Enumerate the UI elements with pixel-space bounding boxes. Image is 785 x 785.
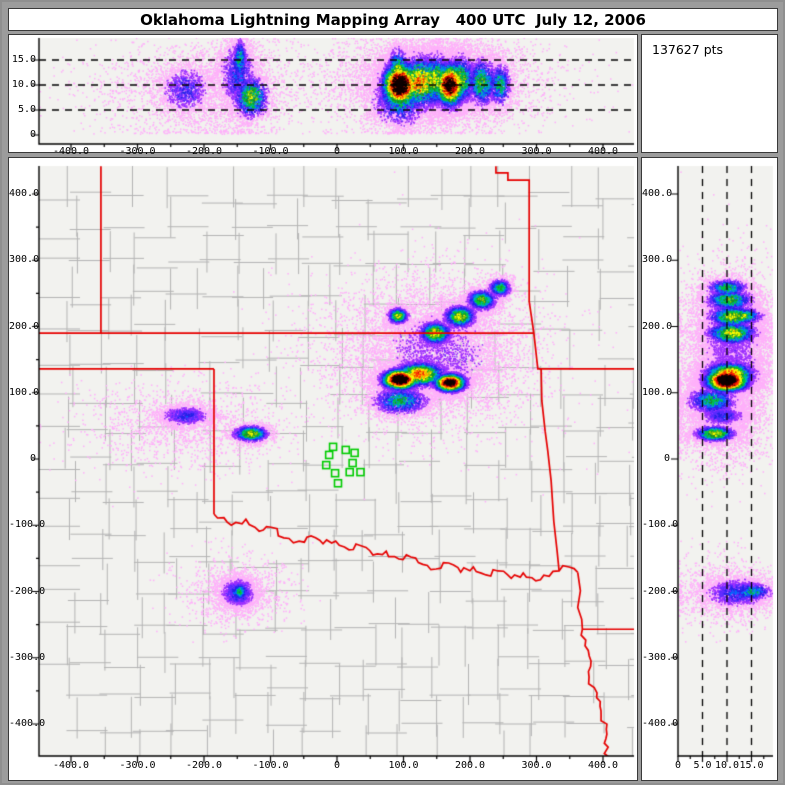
top-y-tick-label: 5.0: [17, 104, 36, 115]
main-y-tick-label: 100.0: [9, 386, 40, 398]
altitude-eastwest-plot-canvas[interactable]: [9, 35, 637, 152]
page-title: Oklahoma Lightning Mapping Array 400 UTC…: [140, 10, 646, 29]
points-counter-panel: 137627 pts: [641, 34, 778, 153]
title-bar: Oklahoma Lightning Mapping Array 400 UTC…: [8, 8, 778, 31]
main-x-tick-label: -200.0: [185, 760, 223, 771]
right-x-tick-label: 15.0: [739, 760, 764, 771]
main-x-tick-label: -100.0: [252, 760, 289, 771]
top-x-tick-label: 200.0: [454, 146, 486, 157]
top-x-tick-label: -200.0: [185, 146, 223, 157]
right-y-tick-label: 0: [663, 453, 670, 464]
main-y-tick-label: 200.0: [9, 320, 40, 332]
top-x-tick-label: 0: [333, 146, 341, 157]
main-y-tick-label: -400.0: [9, 718, 46, 729]
right-y-tick-label: 300.0: [642, 254, 673, 266]
plan-view-map-canvas[interactable]: [9, 158, 637, 780]
main-x-tick-label: 400.0: [587, 760, 619, 771]
right-y-tick-label: -200.0: [642, 585, 679, 597]
right-y-tick-label: -400.0: [642, 718, 679, 729]
top-x-tick-label: -100.0: [252, 146, 289, 157]
altitude-vs-northsouth-panel: 400.0 300.0 200.0 100.0 0 -100.0 -200.0 -300.0 -…: [641, 157, 778, 781]
top-y-tick-label: 15.0: [11, 54, 36, 65]
top-x-tick-label: -400.0: [52, 146, 90, 157]
main-x-tick-label: 100.0: [388, 760, 419, 771]
main-y-tick-label: 400.0: [9, 188, 40, 199]
top-x-tick-label: 300.0: [521, 146, 552, 157]
main-y-tick-label: 0: [29, 453, 36, 464]
altitude-northsouth-plot-canvas[interactable]: [642, 158, 777, 780]
main-x-tick-label: 0: [333, 760, 341, 771]
main-y-tick-label: 300.0: [9, 254, 40, 266]
right-x-tick-label: 10.0: [714, 760, 740, 771]
main-x-tick-label: 300.0: [521, 760, 552, 771]
main-y-tick-label: -300.0: [9, 651, 46, 663]
right-y-tick-label: 400.0: [642, 188, 673, 199]
right-x-tick-label: 5.0: [693, 760, 712, 771]
top-x-tick-label: 400.0: [587, 146, 619, 157]
points-count: 137627 pts: [652, 42, 724, 57]
main-y-tick-label: -200.0: [9, 585, 46, 597]
right-y-tick-label: -300.0: [642, 651, 679, 663]
right-x-tick-label: 0: [674, 760, 682, 771]
main-x-tick-label: 200.0: [454, 760, 486, 771]
top-y-tick-label: 0: [29, 129, 36, 140]
top-y-tick-label: 10.0: [11, 79, 36, 90]
right-y-tick-label: 200.0: [642, 320, 673, 332]
main-x-tick-label: -300.0: [119, 760, 156, 771]
main-y-tick-label: -100.0: [9, 519, 46, 531]
right-y-tick-label: 100.0: [642, 386, 673, 398]
main-x-tick-label: -400.0: [52, 760, 90, 771]
top-x-tick-label: 100.0: [388, 146, 419, 157]
altitude-vs-eastwest-panel: 15.0 10.0 5.0 0 -400.0 -300.0 -200.0 -100.0 0 100…: [8, 34, 638, 157]
right-y-tick-label: -100.0: [642, 519, 679, 531]
plan-view-map-panel: 400.0 300.0 200.0 100.0 0 -100.0 -200.0 -300.0 -…: [8, 157, 638, 781]
top-x-tick-label: -300.0: [119, 146, 156, 157]
